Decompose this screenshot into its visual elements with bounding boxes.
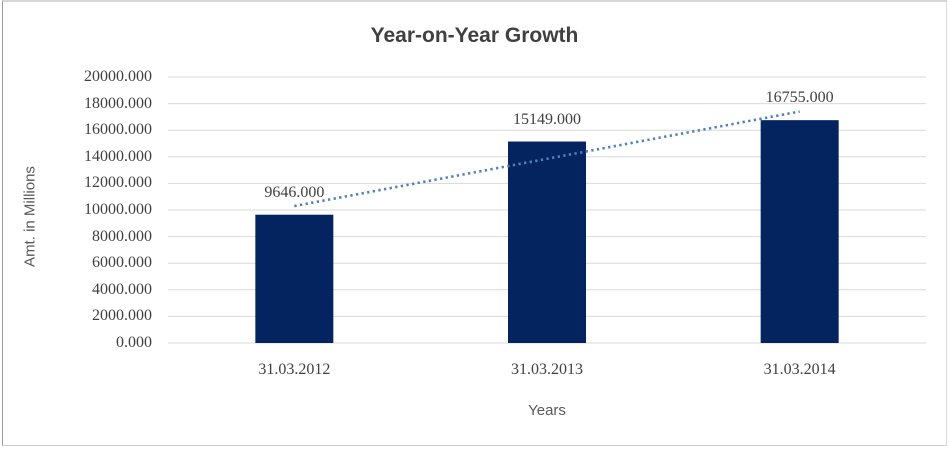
bar-value-label: 16755.000 xyxy=(765,89,834,107)
y-tick-label: 0.000 xyxy=(116,334,152,351)
bar xyxy=(508,141,586,343)
y-tick-label: 18000.000 xyxy=(84,94,152,112)
y-tick-label: 6000.000 xyxy=(92,254,152,272)
chart-title: Year-on-Year Growth xyxy=(370,24,579,47)
bar-value-label: 9646.000 xyxy=(264,183,325,201)
y-axis-title: Amt. in Millions xyxy=(21,166,39,267)
x-tick-label: 31.03.2013 xyxy=(511,361,583,378)
x-tick-label: 31.03.2014 xyxy=(763,361,836,378)
y-tick-label: 8000.000 xyxy=(92,227,152,245)
trendline xyxy=(294,110,800,208)
y-tick-label: 20000.000 xyxy=(84,68,152,85)
bar xyxy=(760,120,839,343)
y-tick-label: 2000.000 xyxy=(92,307,152,325)
x-axis-title: Years xyxy=(528,402,566,419)
y-tick-label: 12000.000 xyxy=(84,174,152,192)
bar xyxy=(255,214,334,343)
y-tick-label: 14000.000 xyxy=(84,147,152,165)
y-tick-label: 10000.000 xyxy=(84,201,152,218)
bar-value-label: 15149.000 xyxy=(513,110,581,128)
y-tick-label: 16000.000 xyxy=(84,121,152,139)
y-tick-label: 4000.000 xyxy=(92,280,152,298)
x-tick-label: 31.03.2012 xyxy=(258,361,331,378)
